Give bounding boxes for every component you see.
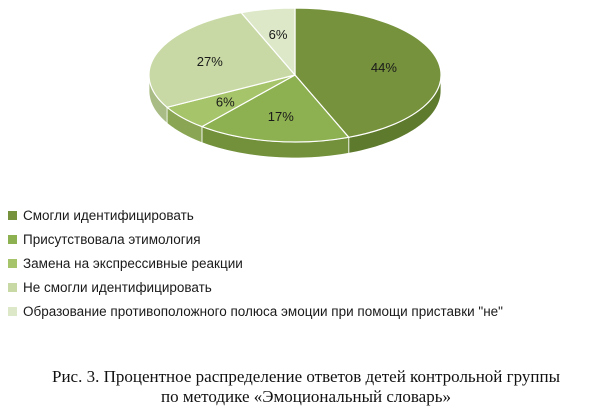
figure-caption: Рис. 3. Процентное распределение ответов… bbox=[0, 367, 612, 407]
legend: Смогли идентифицировать Присутствовала э… bbox=[8, 203, 503, 323]
pie-chart: 44% 17% 6% 27% 6% bbox=[148, 7, 442, 159]
legend-item-expressive: Замена на экспрессивные реакции bbox=[8, 251, 503, 275]
legend-swatch-not-identified bbox=[8, 282, 17, 292]
legend-swatch-opposite-pole bbox=[8, 306, 17, 316]
legend-label-not-identified: Не смогли идентифицировать bbox=[23, 279, 212, 295]
legend-swatch-expressive bbox=[8, 258, 17, 268]
legend-swatch-etymology bbox=[8, 234, 17, 244]
pie-slice-etymology bbox=[200, 74, 350, 143]
legend-label-opposite-pole: Образование противоположного полюса эмоц… bbox=[23, 303, 503, 319]
pie-data-labels: 44% 17% 6% 27% 6% bbox=[197, 27, 398, 124]
data-label-expressive: 6% bbox=[216, 95, 235, 110]
data-label-etymology: 17% bbox=[268, 109, 294, 124]
legend-item-etymology: Присутствовала этимология bbox=[8, 227, 503, 251]
pie-slice-opposite-pole bbox=[240, 7, 296, 77]
data-label-opposite-pole: 6% bbox=[269, 27, 288, 42]
pie-slice-identified bbox=[294, 7, 442, 138]
legend-label-identified: Смогли идентифицировать bbox=[23, 207, 194, 223]
caption-line-1: Рис. 3. Процентное распределение ответов… bbox=[52, 367, 560, 386]
legend-item-not-identified: Не смогли идентифицировать bbox=[8, 275, 503, 299]
legend-swatch-identified bbox=[8, 210, 17, 220]
legend-label-expressive: Замена на экспрессивные реакции bbox=[23, 255, 243, 271]
data-label-identified: 44% bbox=[371, 60, 397, 75]
caption-line-2: по методике «Эмоциональный словарь» bbox=[161, 387, 451, 406]
legend-item-identified: Смогли идентифицировать bbox=[8, 203, 503, 227]
pie-slice-not-identified bbox=[148, 12, 297, 108]
pie-slices bbox=[148, 7, 442, 143]
legend-item-opposite-pole: Образование противоположного полюса эмоц… bbox=[8, 299, 503, 323]
data-label-not-identified: 27% bbox=[197, 54, 223, 69]
legend-label-etymology: Присутствовала этимология bbox=[23, 231, 201, 247]
